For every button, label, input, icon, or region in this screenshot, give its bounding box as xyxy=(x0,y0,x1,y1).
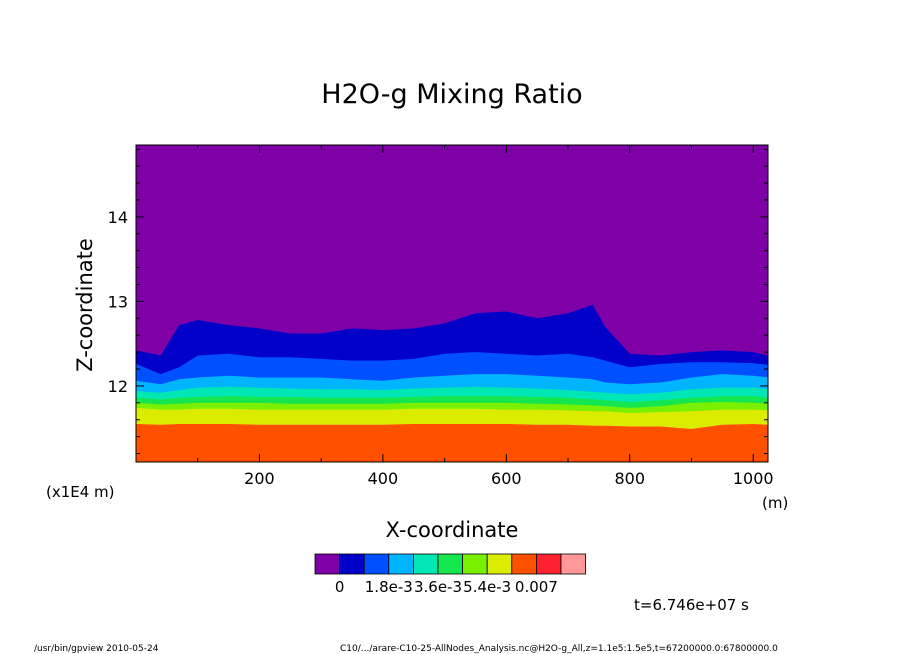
footer-command: /usr/bin/gpview 2010-05-24 xyxy=(34,644,159,654)
colorbar: 0 1.8e-3 3.6e-3 5.4e-3 0.007 xyxy=(314,553,587,596)
y-tick-label: 14 xyxy=(108,208,128,227)
x-tick-label: 200 xyxy=(244,469,275,488)
axis-ticks: 200 400 600 800 1000 12 13 14 xyxy=(108,145,774,488)
colorbar-swatch xyxy=(560,553,587,575)
colorbar-swatch xyxy=(339,553,365,575)
colorbar-swatch xyxy=(511,553,537,575)
colorbar-swatch xyxy=(536,553,562,575)
y-tick-label: 13 xyxy=(108,292,128,311)
x-tick-label: 1000 xyxy=(733,469,774,488)
x-tick-label: 800 xyxy=(614,469,645,488)
colorbar-label: 0 xyxy=(335,578,345,596)
colorbar-swatch xyxy=(437,553,464,575)
colorbar-swatch xyxy=(462,553,488,575)
colorbar-label: 5.4e-3 xyxy=(463,578,511,596)
time-label: t=6.746e+07 s xyxy=(634,596,749,614)
x-tick-label: 400 xyxy=(368,469,399,488)
colorbar-swatch xyxy=(314,553,341,575)
colorbar-swatch xyxy=(412,553,439,575)
y-tick-label: 12 xyxy=(108,377,128,396)
colorbar-swatch xyxy=(363,553,390,575)
colorbar-label: 1.8e-3 xyxy=(365,578,413,596)
chart-title: H2O-g Mixing Ratio xyxy=(321,79,582,110)
colorbar-label: 3.6e-3 xyxy=(414,578,462,596)
colorbar-swatch xyxy=(486,553,513,575)
x-tick-label: 600 xyxy=(491,469,522,488)
colorbar-swatch xyxy=(388,553,414,575)
y-axis-unit: (x1E4 m) xyxy=(46,483,115,501)
x-axis-title: X-coordinate xyxy=(386,518,519,542)
x-axis-unit: (m) xyxy=(762,494,788,512)
contour-band-8 xyxy=(136,424,768,462)
footer-source: C10/.../arare-C10-25-AllNodes_Analysis.n… xyxy=(340,644,778,654)
plot-area xyxy=(135,144,769,463)
colorbar-label: 0.007 xyxy=(515,578,558,596)
plot-frame xyxy=(135,144,769,463)
y-axis-title: Z-coordinate xyxy=(73,238,97,372)
